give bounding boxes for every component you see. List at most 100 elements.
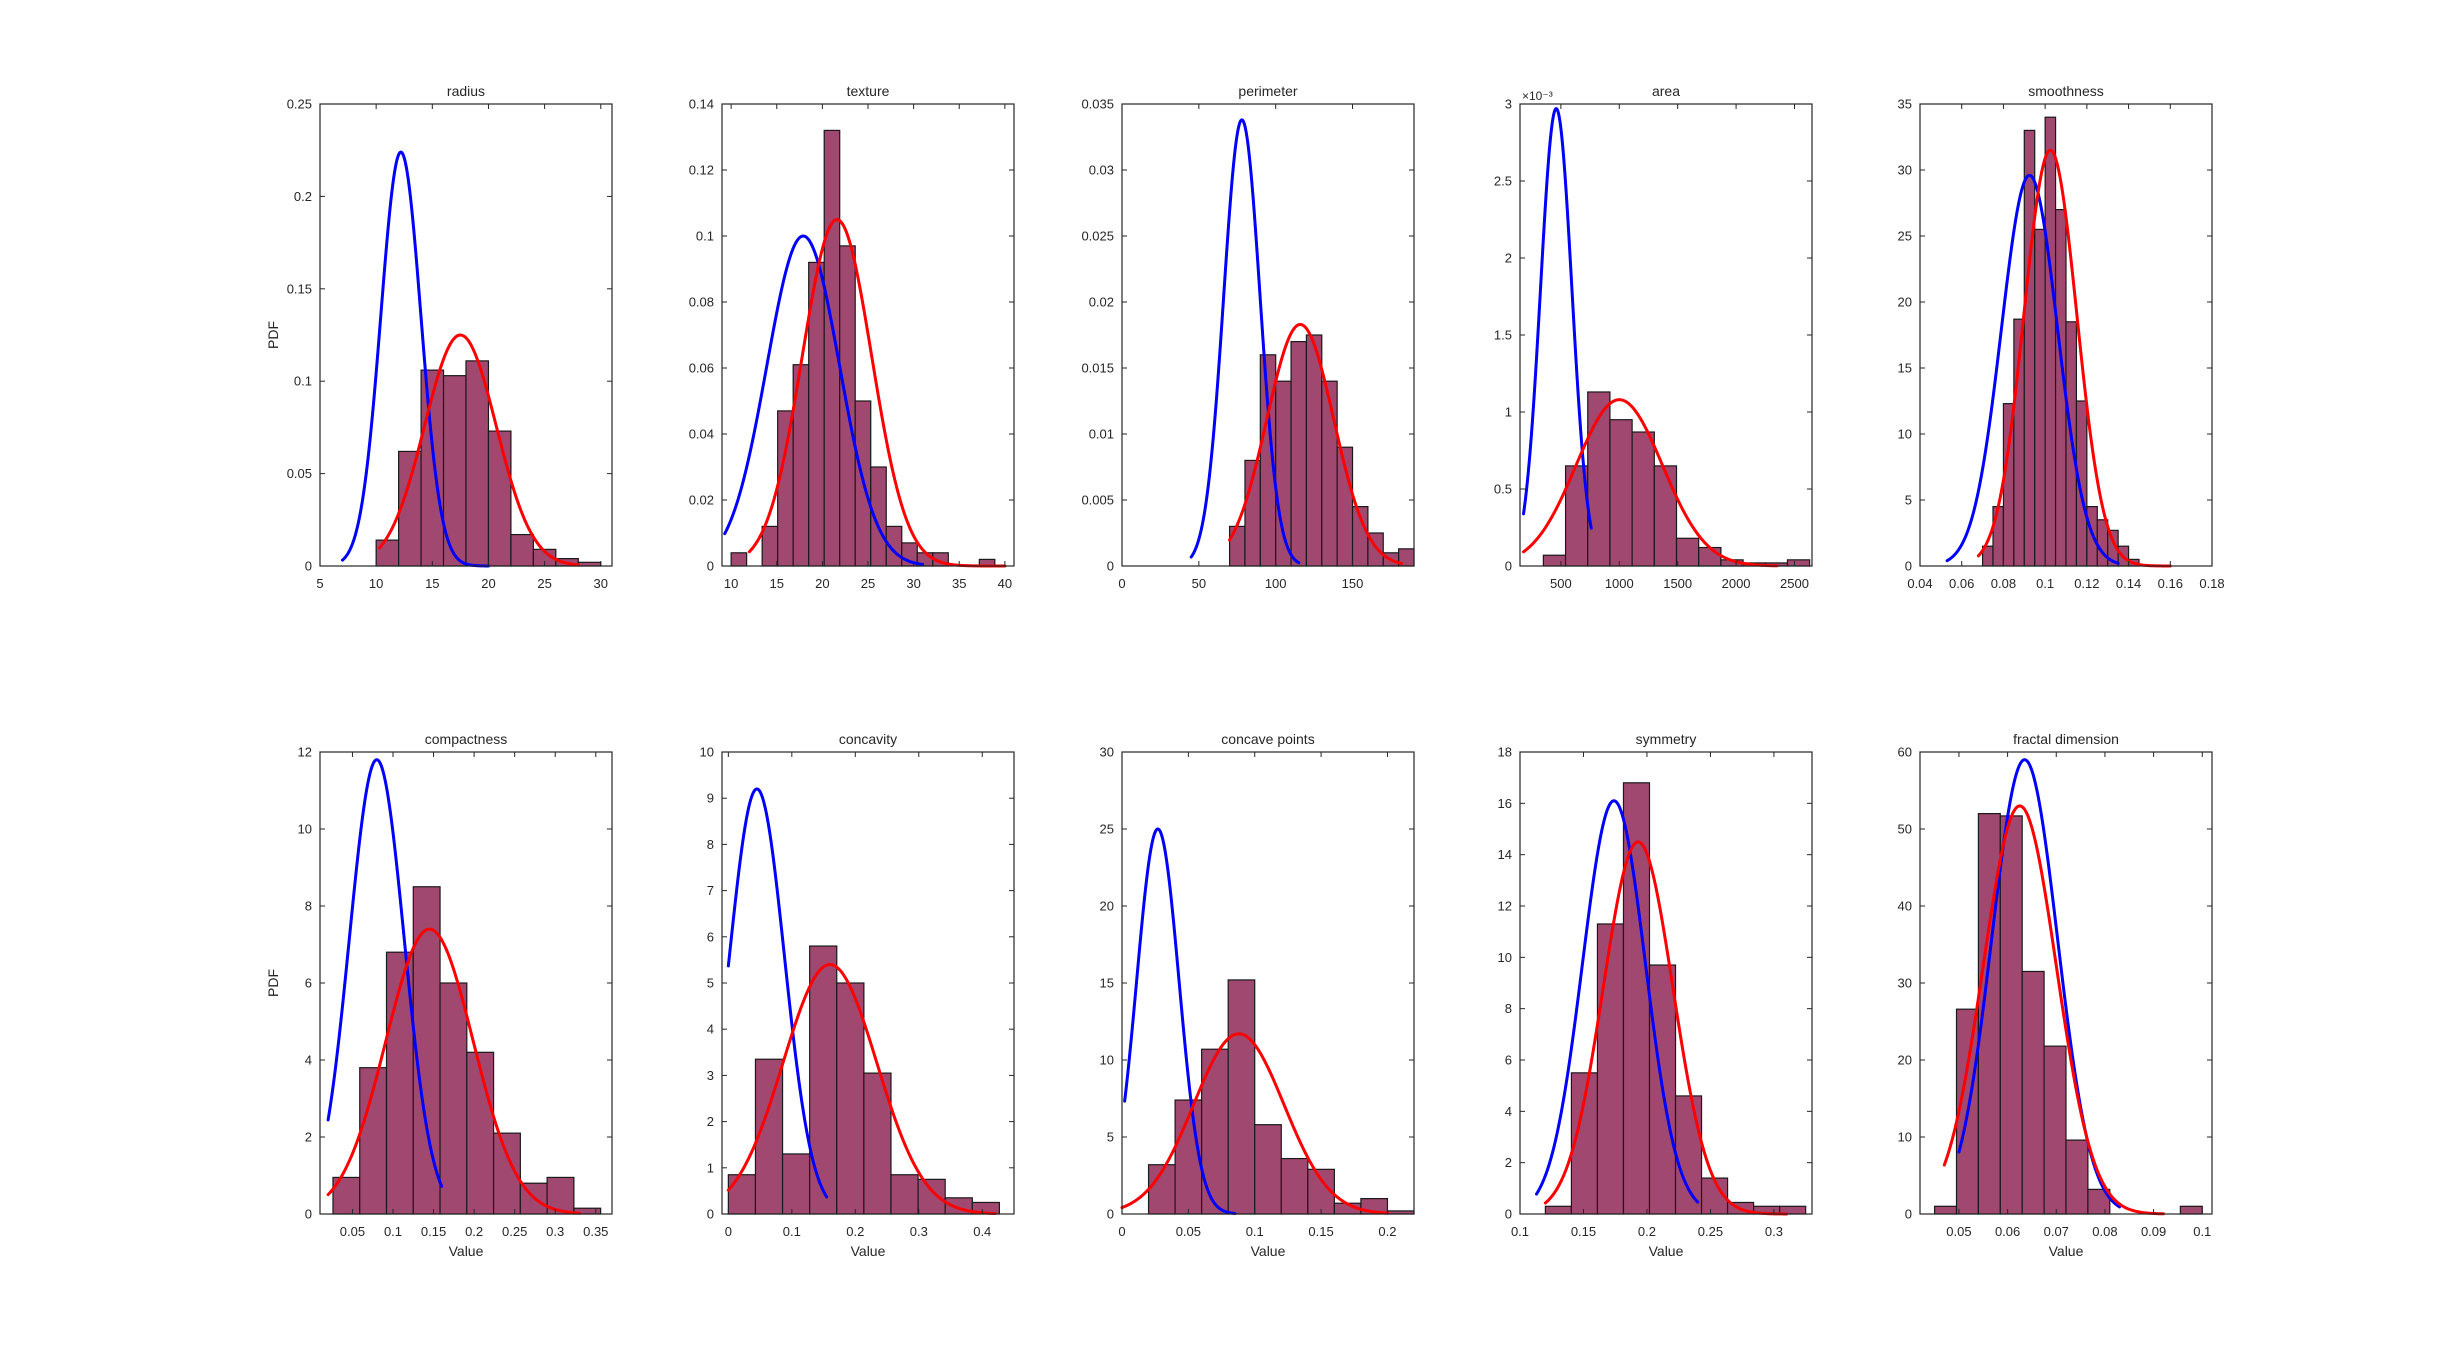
y-tick-label: 5 (1905, 493, 1912, 508)
y-tick-label: 0 (1107, 559, 1114, 574)
x-tick-label: 0.07 (2044, 1224, 2069, 1239)
x-tick-label: 10 (369, 576, 383, 591)
panel-title: perimeter (1238, 83, 1297, 99)
histogram-bar (2044, 116, 2057, 567)
y-tick-label: 8 (1505, 1001, 1512, 1016)
panel-texture: 10 15 20 25 30 35 40 0 0.02 0.04 0.06 0.08 0.1 0.12 0.… (689, 83, 1015, 591)
y-tick-label: 0.05 (287, 466, 312, 481)
blue-fit-curve (326, 758, 444, 1188)
y-tick-label: 0.1 (696, 229, 714, 244)
x-tick-label: 0.05 (1946, 1224, 1971, 1239)
y-tick-label: 10 (1898, 427, 1912, 442)
histogram-bar (466, 1051, 495, 1215)
y-tick-label: 15 (1898, 361, 1912, 376)
y-tick-label: 0.25 (287, 97, 312, 112)
x-tick-label: 0.08 (1991, 576, 2016, 591)
y-tick-label: 2.5 (1494, 174, 1512, 189)
y-tick-label: 0.12 (689, 163, 714, 178)
x-tick-label: 0.09 (2141, 1224, 2166, 1239)
x-tick-label: 0.05 (340, 1224, 365, 1239)
y-tick-label: 0.06 (689, 361, 714, 376)
x-tick-label: 0.1 (2036, 576, 2054, 591)
y-tick-label: 8 (707, 837, 714, 852)
x-tick-label: 150 (1342, 576, 1364, 591)
x-tick-label: 1500 (1663, 576, 1692, 591)
histogram-bar (1174, 1099, 1203, 1215)
histogram-bar (1933, 1205, 1958, 1215)
histogram-bar (465, 360, 490, 567)
histogram-bar (777, 410, 794, 567)
blue-fit-curve (1189, 118, 1301, 565)
y-tick-label: 10 (1100, 1053, 1114, 1068)
y-tick-label: 0 (305, 1207, 312, 1222)
y-exponent-label: ×10⁻³ (1522, 89, 1553, 103)
x-tick-label: 0.04 (1907, 576, 1932, 591)
y-tick-label: 0.03 (1089, 163, 1114, 178)
histogram-bar (2065, 1139, 2089, 1215)
y-tick-label: 2 (1505, 1155, 1512, 1170)
histogram-bar (1674, 1095, 1703, 1215)
x-tick-label: 35 (952, 576, 966, 591)
red-fit-curve (1228, 322, 1404, 566)
x-tick-label: 0.12 (2074, 576, 2099, 591)
y-tick-label: 0.02 (1089, 295, 1114, 310)
y-tick-label: 0.01 (1089, 427, 1114, 442)
histogram-bar (487, 430, 512, 567)
axes-box (1519, 751, 1813, 1215)
x-tick-label: 0.1 (1246, 1224, 1264, 1239)
y-tick-label: 4 (305, 1053, 312, 1068)
red-fit-curve (726, 963, 997, 1215)
axes-box (1121, 103, 1415, 567)
histogram-bar (1544, 1205, 1573, 1215)
y-tick-label: 0.5 (1494, 482, 1512, 497)
x-tick-label: 25 (861, 576, 875, 591)
x-tick-label: 0.15 (421, 1224, 446, 1239)
y-tick-label: 7 (707, 883, 714, 898)
histogram-bar (1280, 1157, 1309, 1215)
histogram-bar (2096, 519, 2109, 567)
histogram-bar (510, 533, 534, 567)
y-tick-label: 0.14 (689, 97, 714, 112)
y-tick-label: 40 (1898, 899, 1912, 914)
histogram-bar (2043, 1045, 2067, 1215)
histogram-bar (2034, 228, 2046, 567)
x-tick-label: 30 (594, 576, 608, 591)
x-tick-label: 0.1 (783, 1224, 801, 1239)
panel-smoothness: 0.04 0.06 0.08 0.1 0.12 0.14 0.16 0.18 0 5 10 15 20 2… (1898, 83, 2225, 591)
histogram-bar (2021, 970, 2045, 1215)
red-fit-curve (1120, 1032, 1389, 1215)
histogram-bar (1631, 431, 1655, 567)
x-tick-label: 500 (1550, 576, 1572, 591)
x-tick-label: 0.15 (1571, 1224, 1596, 1239)
histogram-bar (1147, 1164, 1176, 1215)
y-tick-label: 1 (1505, 405, 1512, 420)
y-tick-label: 0.02 (689, 493, 714, 508)
y-tick-label: 10 (1898, 1130, 1912, 1145)
x-axis-label: Value (1251, 1243, 1286, 1259)
y-tick-label: 30 (1898, 163, 1912, 178)
red-fit-curve (378, 333, 580, 567)
x-tick-label: 0.25 (1698, 1224, 1723, 1239)
y-tick-label: 2 (305, 1130, 312, 1145)
y-tick-label: 3 (707, 1068, 714, 1083)
blue-fit-curve (1535, 799, 1700, 1204)
y-tick-label: 20 (1100, 899, 1114, 914)
y-tick-label: 25 (1100, 822, 1114, 837)
y-tick-label: 6 (707, 929, 714, 944)
x-axis-label: Value (2049, 1243, 2084, 1259)
y-tick-label: 0 (1505, 559, 1512, 574)
histogram-bar (1596, 923, 1625, 1215)
panel-concave-points: 0 0.05 0.1 0.15 0.2 0 5 10 15 20 25 30 concave point… (1100, 731, 1415, 1259)
x-tick-label: 0.2 (1378, 1224, 1396, 1239)
red-fit-curve (1543, 840, 1789, 1216)
x-tick-label: 25 (537, 576, 551, 591)
y-tick-label: 3 (1505, 97, 1512, 112)
panel-title: concave points (1221, 731, 1314, 747)
histogram-bar (1786, 559, 1811, 567)
y-tick-label: 4 (707, 1022, 714, 1037)
histogram-bar (1305, 334, 1323, 567)
panel-fractal-dimension: 0.05 0.06 0.07 0.08 0.09 0.1 0 10 20 30 40 50 60 frac… (1898, 731, 2213, 1259)
histogram-bar (1321, 380, 1338, 567)
panel-concavity: 0 0.1 0.2 0.3 0.4 0 1 2 3 4 5 6 7 8 9 10 concavity Value (700, 731, 1015, 1259)
